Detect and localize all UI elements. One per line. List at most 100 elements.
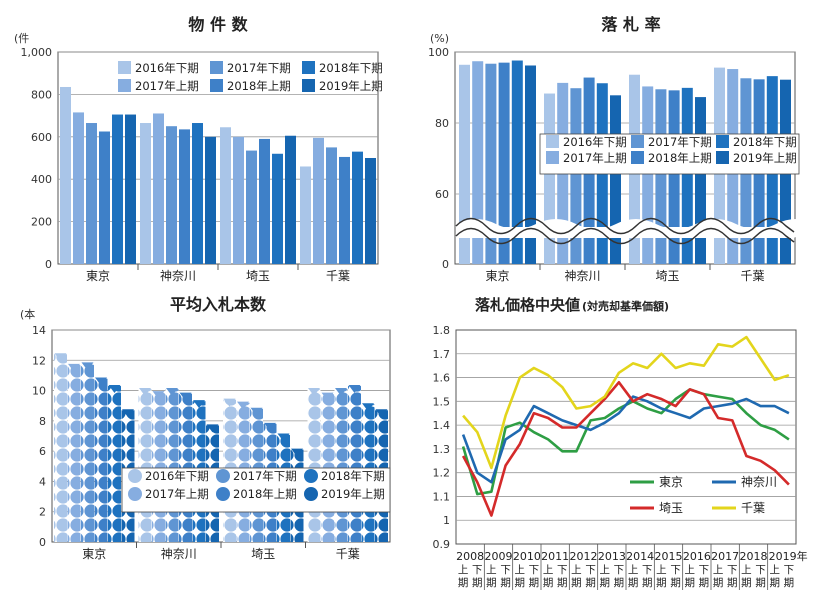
x-half-label: 下 <box>557 564 568 576</box>
chart-properties-y-axis: 0 200 400 600 800 1,000 <box>21 46 53 271</box>
y-tick-label: 0 <box>45 258 52 271</box>
chart-avg-bids-legend: 2016年下期 2017年下期 2018年下期 2017年上期 2018年上期 2019年… <box>121 467 391 513</box>
x-tick-label: 埼玉 <box>246 269 270 283</box>
chart-properties-legend: 2016年下期 2017年下期 2018年下期 2017年上期 2018年上期 2019年… <box>118 61 383 93</box>
chart-median-price-x-axis: 2008 2009 2010 2011 2012 2013 2014 2015 2016 2017… <box>456 544 808 590</box>
x-half-label: 上 <box>770 564 781 576</box>
y-tick-label: 1 <box>443 514 450 527</box>
bar-埼玉-2018年上期 <box>259 138 270 264</box>
bar-東京-2016年下期 <box>459 64 470 264</box>
legend-swatch-2018年下期 <box>302 61 315 74</box>
x-half-label: 期 <box>486 577 497 589</box>
axis-break-fill <box>456 227 794 237</box>
x-half-label: 上 <box>656 564 667 576</box>
bar-千葉-2016年下期 <box>300 166 311 264</box>
y-tick-label: 6 <box>39 445 46 458</box>
bar-東京-2016年下期 <box>60 86 71 264</box>
y-tick-label: 4 <box>39 475 46 488</box>
bar-神奈川-2017年下期 <box>165 389 179 542</box>
bar-東京-2017年下期 <box>81 363 94 542</box>
bar-cap-東京-2018年上期 <box>95 377 107 386</box>
legend-label-2017年下期: 2017年下期 <box>227 61 291 75</box>
legend-label-2018年下期: 2018年下期 <box>321 469 385 483</box>
legend-label-2017年上期: 2017年上期 <box>563 151 627 165</box>
x-half-label: 下 <box>585 564 596 576</box>
y-tick-label: 1.3 <box>433 443 451 456</box>
x-half-label: 期 <box>699 577 710 589</box>
x-year-label: 2008 <box>456 550 484 563</box>
bar-cap-千葉-2017年上期 <box>321 392 334 401</box>
legend-swatch-2018年下期 <box>716 135 729 148</box>
y-tick-label: 1.8 <box>433 324 451 337</box>
x-year-label: 2009 <box>485 550 513 563</box>
chart-median-price-series <box>461 335 790 517</box>
legend-label-2019年上期: 2019年上期 <box>319 79 383 93</box>
x-half-label: 上 <box>543 564 554 576</box>
legend-box <box>539 133 800 175</box>
y-tick-label: 10 <box>32 385 46 398</box>
x-half-label: 期 <box>642 577 653 589</box>
bar-cap-神奈川-2018年上期 <box>179 392 192 401</box>
bar-cap-東京-2019年上期 <box>122 409 134 418</box>
legend-label-2017年下期: 2017年下期 <box>233 469 297 483</box>
y-tick-label: 8 <box>39 415 46 428</box>
bar-cap-東京-2018年下期 <box>108 385 121 394</box>
bar-千葉-2017年下期 <box>334 389 348 542</box>
legend-label-2016年下期: 2016年下期 <box>145 469 209 483</box>
x-half-label: 期 <box>500 577 511 589</box>
x-half-label: 下 <box>472 564 483 576</box>
x-tick-label: 神奈川 <box>161 547 197 561</box>
legend-label-2017年上期: 2017年上期 <box>135 79 199 93</box>
bar-東京-2018年下期 <box>511 60 523 264</box>
x-half-label: 期 <box>543 577 554 589</box>
bar-cap-埼玉-2017年下期 <box>250 407 263 416</box>
chart-median-price-y-axis: 0.9 1 1.1 1.2 1.3 1.4 1.5 1.6 1.7 1.8 <box>433 324 451 551</box>
y-tick-label: 0 <box>39 536 46 549</box>
chart-median-price-title: 落札価格中央値 <box>475 296 580 314</box>
chart-properties: 物 件 数 (件 0 200 400 600 800 1,000 東京 神奈川 埼玉 千葉 20… <box>14 15 383 283</box>
x-tick-label: 埼玉 <box>251 547 275 561</box>
bar-埼玉-2016年下期 <box>220 127 231 264</box>
y-tick-label: 1.5 <box>433 395 451 408</box>
legend-label-2016年下期: 2016年下期 <box>135 61 199 75</box>
bar-東京-2019年上期 <box>525 65 536 265</box>
x-half-label: 下 <box>755 564 766 576</box>
bar-埼玉-2019年上期 <box>695 97 706 265</box>
legend-swatch-2017年下期 <box>210 61 223 74</box>
x-tick-label: 神奈川 <box>160 269 196 283</box>
bar-cap-埼玉-2019年上期 <box>291 448 303 457</box>
bar-埼玉-2018年下期 <box>681 87 693 264</box>
x-half-label: 期 <box>557 577 568 589</box>
x-half-label: 期 <box>685 577 696 589</box>
x-half-label: 上 <box>486 564 497 576</box>
bar-千葉-2018年上期 <box>348 386 361 542</box>
legend-label-2018年上期: 2018年上期 <box>648 151 712 165</box>
bar-神奈川-2016年下期 <box>544 93 555 264</box>
y-tick-label: 80 <box>435 117 449 130</box>
chart-properties-bars <box>60 86 376 265</box>
x-half-label: 下 <box>699 564 710 576</box>
bar-東京-2018年上期 <box>498 62 510 265</box>
bar-千葉-2018年上期 <box>339 156 350 264</box>
x-year-label: 2015 <box>655 550 683 563</box>
x-half-label: 下 <box>614 564 625 576</box>
legend-swatch-2019年上期 <box>716 151 729 164</box>
legend-label-埼玉: 埼玉 <box>659 501 683 515</box>
legend-label-2018年下期: 2018年下期 <box>733 135 797 149</box>
line-神奈川 <box>461 395 790 484</box>
x-tick-label: 埼玉 <box>655 269 679 283</box>
x-half-label: 期 <box>628 577 639 589</box>
bar-cap-千葉-2017年下期 <box>335 388 347 397</box>
bar-東京-2017年上期 <box>73 112 84 264</box>
legend-swatch-2018年上期 <box>216 487 230 501</box>
bar-cap-東京-2017年上期 <box>68 363 80 372</box>
legend-swatch-2017年下期 <box>216 469 230 483</box>
legend-label-2018年上期: 2018年上期 <box>227 79 291 93</box>
legend-swatch-2017年上期 <box>546 151 559 164</box>
legend-label-2017年上期: 2017年上期 <box>145 487 209 501</box>
bar-cap-千葉-2016年下期 <box>308 388 320 397</box>
axis-break-line-top <box>455 217 795 235</box>
legend-label-神奈川: 神奈川 <box>741 475 777 489</box>
x-half-label: 上 <box>713 564 724 576</box>
bar-埼玉-2017年上期 <box>233 136 244 264</box>
